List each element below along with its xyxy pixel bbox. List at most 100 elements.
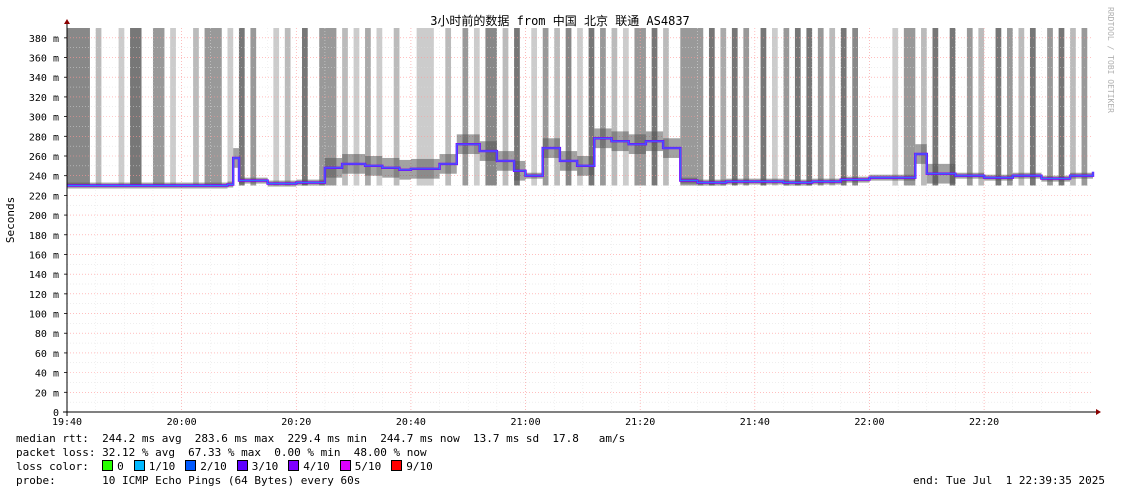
loss-color-item: 5/10 — [339, 460, 382, 473]
loss-span — [995, 28, 1002, 186]
loss-span — [227, 28, 234, 186]
loss-span — [193, 28, 199, 186]
y-tick-label: 100 m — [29, 310, 59, 321]
x-tick-label: 20:20 — [281, 417, 311, 428]
loss-span — [708, 28, 715, 186]
loss-span — [1029, 28, 1036, 186]
y-tick-label: 360 m — [29, 54, 59, 65]
x-ticks: 19:40 20:00 20:20 20:40 21:00 21:20 21:40 22:00… — [52, 417, 999, 428]
loss-span — [95, 28, 102, 186]
y-tick-label: 120 m — [29, 290, 59, 301]
loss-span — [966, 28, 973, 186]
probe-info: probe: 10 ICMP Echo Pings (64 Bytes) eve… — [16, 474, 361, 487]
loss-span — [840, 28, 847, 186]
loss-span — [531, 28, 538, 186]
loss-color-swatch — [185, 460, 197, 471]
axes — [63, 19, 1101, 416]
y-tick-label: 280 m — [29, 132, 59, 143]
loss-span — [353, 28, 360, 186]
y-tick-label: 0 — [53, 408, 59, 419]
loss-span — [1058, 28, 1065, 186]
loss-color-item: 3/10 — [236, 460, 279, 473]
loss-span — [152, 28, 165, 186]
loss-span — [720, 28, 727, 186]
y-tick-label: 200 m — [29, 211, 59, 222]
loss-color-swatch — [133, 460, 145, 471]
y-tick-label: 80 m — [35, 329, 59, 340]
y-tick-label: 320 m — [29, 93, 59, 104]
loss-color-item: 0 — [102, 460, 124, 473]
loss-color-legend: loss color: 0 1/10 2/10 3/10 4/10 5/10 9/10 — [16, 460, 443, 474]
loss-span — [462, 28, 469, 186]
x-tick-label: 19:40 — [52, 417, 82, 428]
loss-color-swatch — [102, 460, 114, 471]
loss-span — [651, 28, 658, 186]
y-ticks: 0 20 m 40 m 60 m 80 m 100 m 120 m 140 m 160 m 180… — [29, 34, 59, 419]
loss-color-item: 1/10 — [133, 460, 176, 473]
watermark: RRDTOOL / TOBI OETIKER — [1106, 7, 1115, 113]
loss-color-item-label: 5/10 — [354, 460, 382, 473]
loss-span — [588, 28, 595, 186]
loss-span — [806, 28, 813, 186]
loss-color-item-label: 9/10 — [406, 460, 433, 473]
x-tick-label: 21:40 — [740, 417, 770, 428]
y-tick-label: 240 m — [29, 172, 59, 183]
loss-span — [932, 28, 939, 186]
loss-color-label: loss color: — [16, 460, 89, 473]
y-tick-label: 140 m — [29, 270, 59, 281]
loss-span — [1047, 28, 1053, 186]
y-tick-label: 260 m — [29, 152, 59, 163]
y-tick-label: 160 m — [29, 250, 59, 261]
loss-span — [611, 28, 618, 186]
loss-span — [903, 28, 916, 186]
loss-span — [416, 28, 434, 186]
chart-title: 3小时前的数据 from 中国 北京 联通 AS4837 — [430, 13, 690, 28]
loss-color-swatch — [236, 460, 248, 471]
x-axis-arrow — [1096, 409, 1101, 415]
y-tick-label: 180 m — [29, 231, 59, 242]
loss-span — [783, 28, 790, 186]
loss-span — [731, 28, 738, 186]
loss-span — [743, 28, 750, 186]
loss-color-item-label: 4/10 — [303, 460, 330, 473]
loss-span — [978, 28, 985, 186]
loss-color-item-label: 2/10 — [200, 460, 227, 473]
packet-loss-stats: packet loss: 32.12 % avg 67.33 % max 0.0… — [16, 446, 427, 459]
loss-color-item-label: 1/10 — [148, 460, 176, 473]
y-tick-label: 40 m — [35, 369, 59, 380]
x-tick-label: 22:00 — [854, 417, 884, 428]
y-tick-label: 220 m — [29, 191, 59, 202]
loss-span — [772, 28, 778, 186]
loss-span — [852, 28, 858, 186]
y-tick-label: 340 m — [29, 73, 59, 84]
x-tick-label: 20:40 — [396, 417, 426, 428]
median-line — [67, 137, 1095, 187]
loss-span — [342, 28, 348, 186]
loss-span — [473, 28, 480, 186]
loss-color-swatch — [288, 460, 300, 471]
y-axis-arrow — [64, 19, 70, 24]
loss-span — [554, 28, 560, 186]
median-rtt-stats: median rtt: 244.2 ms avg 283.6 ms max 22… — [16, 432, 626, 445]
loss-span — [130, 28, 142, 186]
y-tick-label: 60 m — [35, 349, 59, 360]
x-tick-label: 22:20 — [969, 417, 999, 428]
loss-color-swatch — [391, 460, 403, 471]
median-rtt-line-highlight — [67, 137, 1094, 186]
loss-span — [514, 28, 520, 186]
x-tick-label: 21:20 — [625, 417, 655, 428]
loss-span — [170, 28, 176, 186]
loss-span — [542, 28, 549, 186]
loss-span — [284, 28, 291, 186]
end-time: end: Tue Jul 1 22:39:35 2025 — [912, 474, 1105, 487]
loss-color-items: 0 1/10 2/10 3/10 4/10 5/10 9/10 — [102, 460, 443, 473]
loss-span — [485, 28, 497, 186]
loss-span — [663, 28, 669, 186]
loss-span — [273, 28, 280, 186]
loss-color-item: 4/10 — [288, 460, 330, 473]
loss-span — [204, 28, 222, 186]
loss-color-item-label: 3/10 — [251, 460, 279, 473]
y-tick-label: 20 m — [35, 388, 59, 399]
y-tick-label: 300 m — [29, 113, 59, 124]
y-tick-label: 380 m — [29, 34, 59, 45]
